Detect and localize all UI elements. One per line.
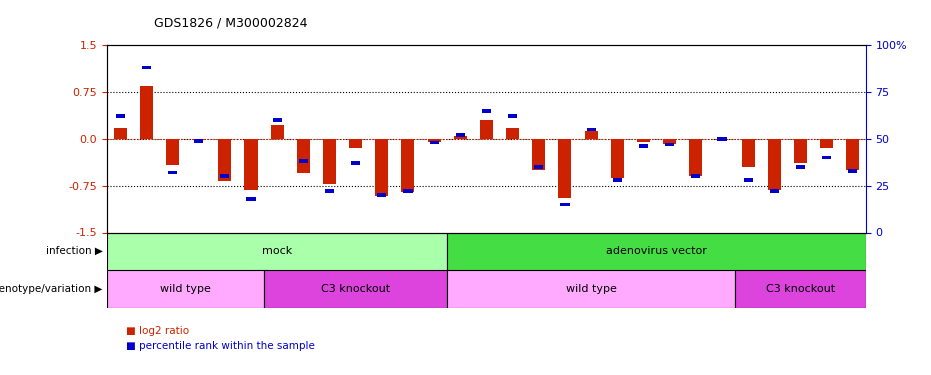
- Bar: [403, 189, 412, 193]
- Bar: [107, 232, 447, 270]
- Bar: [447, 270, 735, 308]
- Bar: [742, 139, 755, 167]
- Bar: [166, 139, 179, 165]
- Text: wild type: wild type: [566, 284, 616, 294]
- Bar: [142, 66, 151, 69]
- Bar: [351, 161, 360, 165]
- Text: GDS1826 / M300002824: GDS1826 / M300002824: [154, 17, 307, 30]
- Bar: [533, 139, 546, 170]
- Bar: [796, 165, 805, 169]
- Bar: [744, 178, 752, 182]
- Bar: [637, 139, 650, 142]
- Bar: [401, 139, 414, 192]
- Text: C3 knockout: C3 knockout: [321, 284, 390, 294]
- Bar: [718, 137, 726, 141]
- Bar: [140, 86, 153, 139]
- Text: wild type: wild type: [160, 284, 211, 294]
- Bar: [323, 139, 336, 184]
- Bar: [349, 139, 362, 148]
- Bar: [611, 139, 624, 177]
- Bar: [273, 118, 282, 122]
- Bar: [639, 144, 648, 148]
- Bar: [479, 120, 493, 139]
- Bar: [297, 139, 310, 173]
- Bar: [613, 178, 622, 182]
- Bar: [506, 128, 519, 139]
- Bar: [427, 139, 440, 142]
- Bar: [768, 139, 781, 190]
- Bar: [271, 125, 284, 139]
- Bar: [115, 114, 125, 118]
- Bar: [735, 270, 866, 308]
- Bar: [194, 139, 203, 142]
- Bar: [168, 171, 177, 174]
- Bar: [218, 139, 231, 181]
- Bar: [508, 114, 518, 118]
- Bar: [770, 189, 779, 193]
- Bar: [429, 141, 439, 144]
- Bar: [299, 159, 308, 163]
- Text: ■ log2 ratio: ■ log2 ratio: [126, 326, 189, 336]
- Bar: [820, 139, 833, 148]
- Bar: [534, 165, 544, 169]
- Text: mock: mock: [262, 246, 292, 256]
- Bar: [822, 156, 831, 159]
- Bar: [377, 193, 386, 197]
- Bar: [665, 142, 674, 146]
- Bar: [585, 131, 598, 139]
- Bar: [663, 139, 676, 144]
- Text: ■ percentile rank within the sample: ■ percentile rank within the sample: [126, 341, 315, 351]
- Bar: [453, 136, 466, 139]
- Bar: [107, 270, 264, 308]
- Bar: [375, 139, 388, 196]
- Text: C3 knockout: C3 knockout: [766, 284, 835, 294]
- Bar: [221, 174, 229, 178]
- Bar: [587, 128, 596, 131]
- Bar: [846, 139, 859, 170]
- Text: genotype/variation ▶: genotype/variation ▶: [0, 284, 102, 294]
- Bar: [559, 139, 572, 198]
- Bar: [482, 109, 491, 112]
- Bar: [264, 270, 447, 308]
- Bar: [560, 202, 570, 206]
- Text: adenovirus vector: adenovirus vector: [606, 246, 707, 256]
- Bar: [245, 139, 258, 190]
- Bar: [325, 189, 334, 193]
- Bar: [794, 139, 807, 162]
- Bar: [455, 133, 465, 137]
- Bar: [715, 139, 728, 140]
- Bar: [192, 139, 205, 140]
- Bar: [114, 128, 127, 139]
- Bar: [447, 232, 866, 270]
- Text: infection ▶: infection ▶: [46, 246, 102, 256]
- Bar: [689, 139, 702, 176]
- Bar: [691, 174, 700, 178]
- Bar: [848, 169, 857, 172]
- Bar: [247, 197, 255, 201]
